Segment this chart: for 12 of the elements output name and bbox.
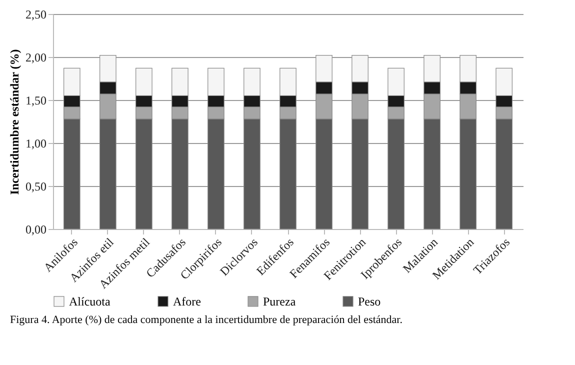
legend-label: Afore bbox=[173, 294, 201, 308]
text: Figura 4. Aporte (%) de cada componente a la incertidumbre de preparación del estándar. bbox=[10, 314, 404, 326]
y-axis-title: Incertidumbre estándar (%) bbox=[8, 49, 22, 195]
legend-label: Pureza bbox=[263, 294, 296, 308]
y-tick-label: 0,00 bbox=[26, 222, 46, 236]
legend-label: Peso bbox=[358, 294, 381, 308]
y-tick-label: 2,00 bbox=[26, 50, 46, 64]
y-tick-label: 1,50 bbox=[26, 94, 46, 108]
legend-label: Alícuota bbox=[69, 294, 111, 308]
y-tick-label: 1,00 bbox=[26, 136, 46, 150]
y-tick-label: 2,50 bbox=[26, 8, 46, 22]
y-tick-label: 0,50 bbox=[26, 180, 46, 194]
